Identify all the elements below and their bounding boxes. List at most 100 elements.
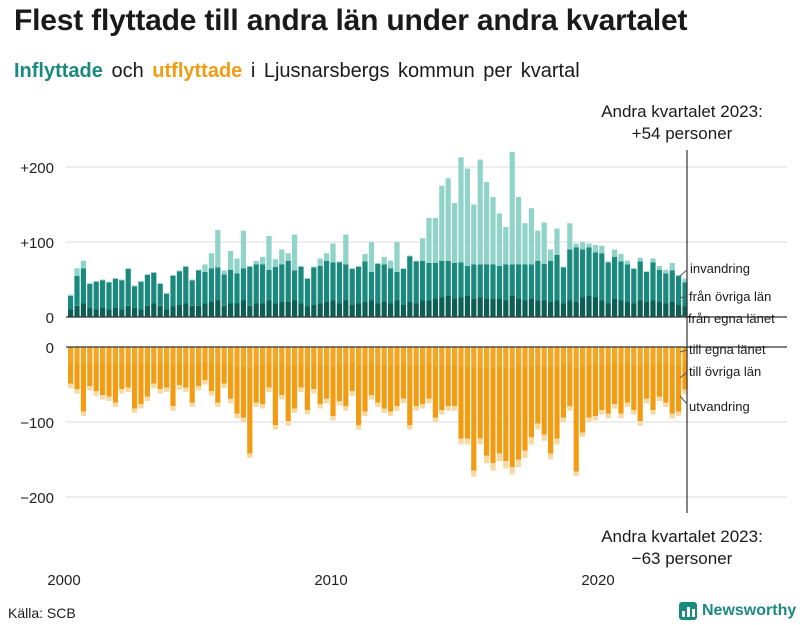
bar-out-own-county (170, 347, 176, 365)
bar-in-own-county (125, 305, 131, 317)
bar-out-own-county (343, 347, 349, 365)
bar-out-own-county (260, 347, 266, 365)
bar-out-emigration (74, 389, 80, 394)
bar-in-immigration (573, 243, 579, 248)
bar-in-immigration (624, 260, 630, 265)
bar-out-other-counties (164, 363, 170, 388)
bar-in-other-counties (458, 262, 464, 298)
bar-out-own-county (151, 347, 157, 364)
bar-out-own-county (253, 347, 259, 365)
bar-in-other-counties (368, 272, 374, 301)
bar-in-own-county (164, 309, 170, 317)
bar-in-other-counties (138, 281, 144, 310)
bar-in-own-county (656, 302, 662, 317)
bar-out-own-county (368, 347, 374, 364)
bar-in-other-counties (618, 261, 624, 301)
bar-out-own-county (426, 347, 432, 364)
bar-out-emigration (183, 387, 189, 392)
bar-in-own-county (138, 309, 144, 317)
bar-out-other-counties (68, 363, 74, 384)
bar-in-own-county (304, 306, 310, 317)
bar-out-own-county (580, 347, 586, 367)
legend-label-invandring: invandring (690, 261, 750, 276)
bar-in-other-counties (317, 266, 323, 304)
bar-out-emigration (669, 413, 675, 419)
bar-out-emigration (464, 438, 470, 445)
bar-in-other-counties (432, 263, 438, 299)
bar-in-other-counties (157, 284, 163, 306)
bar-in-immigration (407, 255, 413, 257)
legend-label-fran-egna-lanet: från egna länet (688, 311, 775, 326)
bar-out-other-counties (311, 363, 317, 389)
bar-out-emigration (682, 389, 688, 395)
bar-out-own-county (528, 347, 534, 367)
bar-in-own-county (580, 297, 586, 317)
bar-out-other-counties (196, 363, 202, 386)
bar-out-emigration (452, 406, 458, 411)
bar-in-own-county (253, 303, 259, 317)
bar-in-own-county (343, 300, 349, 317)
bar-in-immigration (228, 251, 234, 270)
bar-in-immigration (477, 159, 483, 265)
bar-in-own-county (74, 305, 80, 317)
bar-in-immigration (567, 223, 573, 250)
bar-out-other-counties (132, 365, 138, 409)
bar-out-emigration (157, 389, 163, 394)
bar-out-emigration (586, 417, 592, 422)
bar-out-emigration (580, 432, 586, 437)
bar-in-other-counties (650, 262, 656, 301)
bar-in-immigration (80, 260, 86, 269)
top-annotation-line1: Andra kvartalet 2023: (601, 102, 763, 121)
bar-out-own-county (637, 347, 643, 367)
bar-out-emigration (324, 398, 330, 404)
bar-out-other-counties (516, 366, 522, 460)
bar-out-emigration (381, 408, 387, 413)
bar-out-emigration (336, 401, 342, 406)
bar-out-own-county (144, 347, 150, 364)
bar-in-other-counties (164, 293, 170, 310)
bar-out-emigration (490, 463, 496, 471)
bar-out-emigration (311, 389, 317, 394)
bar-in-immigration (260, 257, 266, 265)
bar-in-immigration (368, 242, 374, 272)
bar-in-other-counties (676, 275, 682, 305)
bar-out-emigration (599, 410, 605, 415)
bar-in-immigration (170, 275, 176, 276)
bar-in-immigration (208, 253, 214, 269)
bar-out-own-county (112, 347, 118, 365)
bar-in-own-county (503, 300, 509, 317)
bar-in-immigration (541, 222, 547, 264)
bar-in-other-counties (170, 275, 176, 307)
bar-in-other-counties (644, 272, 650, 302)
bar-in-own-county (413, 303, 419, 317)
bar-out-other-counties (298, 363, 304, 388)
bar-in-own-county (228, 303, 234, 317)
bar-in-immigration (631, 268, 637, 269)
bar-in-immigration (471, 204, 477, 265)
bar-in-immigration (196, 269, 202, 271)
bar-in-other-counties (272, 266, 278, 304)
bar-in-immigration (400, 268, 406, 269)
bar-in-other-counties (528, 264, 534, 299)
bar-in-immigration (599, 245, 605, 254)
bar-in-immigration (144, 274, 150, 275)
leader-fran-egna-lanet (679, 314, 688, 319)
bar-out-own-county (663, 347, 669, 364)
bar-out-emigration (548, 453, 554, 460)
bar-in-immigration (669, 263, 675, 271)
bar-out-own-county (202, 347, 208, 362)
bar-in-immigration (554, 228, 560, 255)
bar-in-own-county (420, 300, 426, 317)
bar-out-emigration (304, 410, 310, 415)
bar-in-other-counties (234, 273, 240, 304)
bar-out-other-counties (87, 363, 93, 386)
bar-out-emigration (202, 380, 208, 385)
bar-out-emigration (516, 459, 522, 467)
bar-in-other-counties (541, 263, 547, 301)
x-tick-label: 2000 (47, 572, 80, 589)
bar-out-other-counties (247, 368, 253, 454)
bar-out-emigration (317, 404, 323, 409)
x-tick-label: 2010 (314, 572, 347, 589)
bar-out-other-counties (426, 363, 432, 399)
subtitle-outflow-word: utflyttade (152, 60, 243, 82)
